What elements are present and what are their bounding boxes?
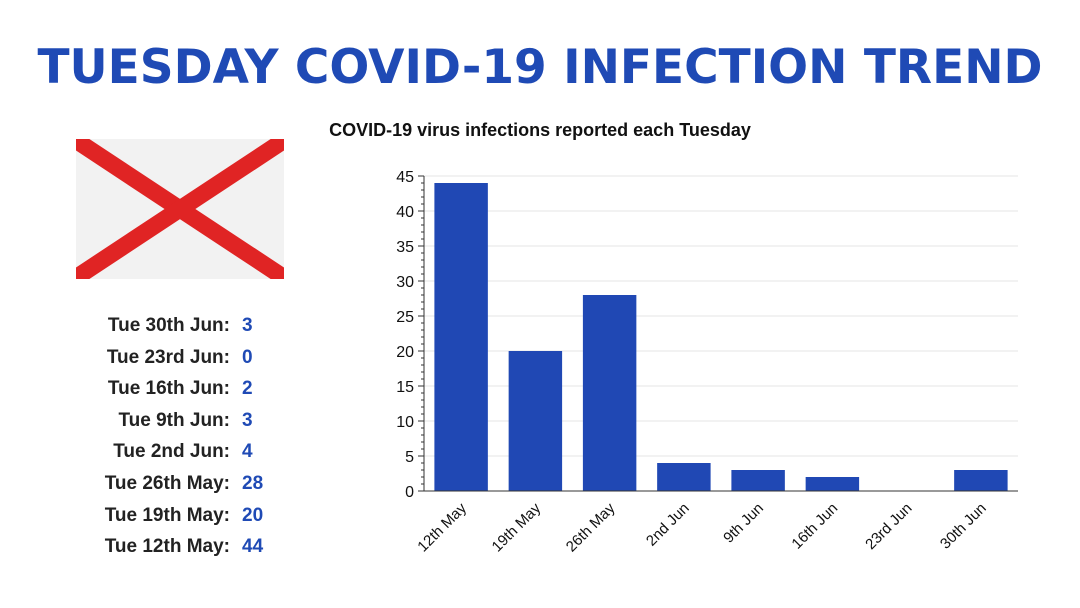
stat-value: 3 [242,409,253,431]
chart-title: COVID-19 virus infections reported each … [329,120,751,140]
y-tick-label: 15 [396,379,414,396]
stat-value: 20 [242,504,264,526]
stat-label: Tue 9th Jun: [118,409,230,431]
bar-2nd-jun [657,463,711,491]
y-tick-label: 20 [396,344,414,361]
x-tick-label: 26th May [563,499,619,555]
x-tick-label: 2nd Jun [643,500,693,550]
stat-row: Tue 12th May: 44 [60,531,310,563]
y-tick-label: 25 [396,309,414,326]
stat-value: 44 [242,536,264,558]
stat-row: Tue 9th Jun: 3 [60,405,310,437]
y-tick-label: 35 [396,239,414,256]
stats-list: Tue 30th Jun: 3 Tue 23rd Jun: 0 Tue 16th Jun… [60,310,310,563]
y-tick-label: 10 [396,414,414,431]
stat-label: Tue 12th May: [104,536,230,558]
x-tick-label: 23rd Jun [862,500,915,553]
x-tick-label: 30th Jun [937,500,990,553]
stat-row: Tue 30th Jun: 3 [60,310,310,342]
bar-19th-may [508,351,563,491]
flag-cross-stroke-2 [76,139,284,279]
bar-9th-jun [731,470,785,491]
stat-label: Tue 19th May: [104,504,230,526]
stat-label: Tue 2nd Jun: [113,441,230,463]
stat-value: 2 [242,378,253,400]
y-tick-label: 0 [405,484,414,501]
y-tick-label: 5 [405,449,414,466]
stat-value: 0 [242,346,253,368]
stat-label: Tue 16th Jun: [107,378,230,400]
stat-label: Tue 26th May: [104,472,230,494]
y-tick-label: 45 [396,169,414,186]
y-tick-label: 30 [396,274,414,291]
bar-26th-may [582,295,637,491]
stat-row: Tue 2nd Jun: 4 [60,436,310,468]
page-title: TUESDAY COVID-19 INFECTION TREND [37,40,1043,95]
bar-12th-may [434,183,488,491]
stat-value: 4 [242,441,253,463]
alabama-flag-icon [76,139,284,279]
x-tick-label: 19th May [489,499,545,555]
stat-value: 3 [242,315,253,336]
stat-row: Tue 23rd Jun: 0 [60,342,310,374]
stat-row: Tue 19th May: 20 [60,500,310,532]
bar-16th-jun [805,477,860,491]
x-tick-label: 9th Jun [720,500,767,547]
stat-row: Tue 16th Jun: 2 [60,373,310,405]
x-tick-label: 12th May [414,499,470,555]
y-tick-label: 40 [396,204,414,221]
stat-label: Tue 23rd Jun: [106,346,230,368]
x-tick-label: 16th Jun [788,500,841,553]
stat-value: 28 [242,472,264,494]
stat-row: Tue 26th May: 28 [60,468,310,500]
stat-label: Tue 30th Jun: [107,315,230,336]
bar-30th-jun [954,470,1008,491]
